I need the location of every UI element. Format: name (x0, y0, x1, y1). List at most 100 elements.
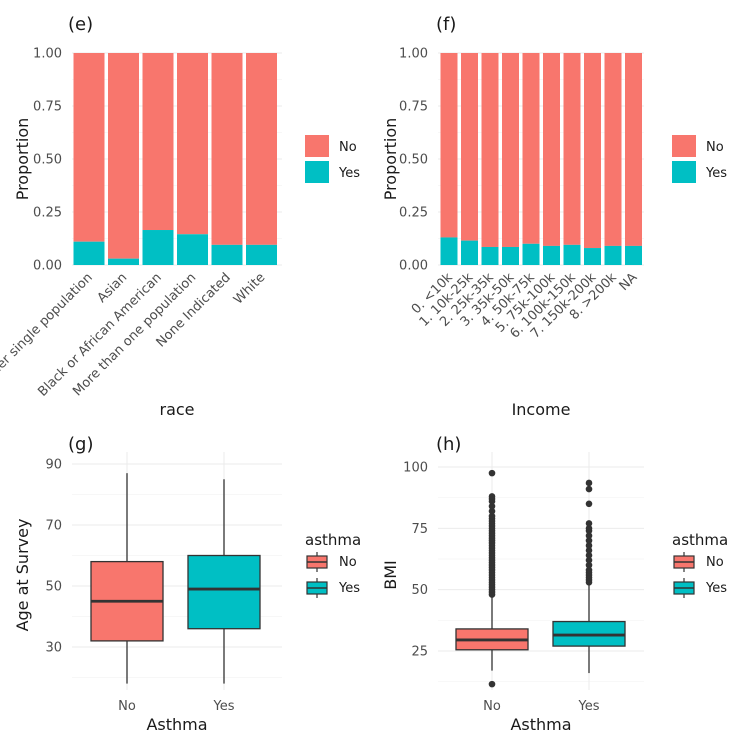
y-tick-labels: 0.00 0.25 0.50 0.75 1.00 (399, 47, 428, 274)
y-tick-label: 100 (403, 461, 428, 476)
bar-segment-no (142, 53, 174, 231)
bar-segment-yes (246, 244, 277, 265)
bar-segment-no (73, 53, 105, 242)
bar-segment-no (461, 53, 478, 241)
outlier-point (585, 566, 593, 574)
x-axis-title: race (159, 400, 194, 419)
outlier-point (585, 500, 593, 508)
legend-key-yes (672, 161, 696, 183)
x-tick-label: White (231, 270, 268, 307)
y-tick-label: 0.00 (33, 259, 62, 274)
x-tick-label: NA (617, 270, 641, 294)
bar-segment-yes (563, 244, 581, 265)
legend-label-yes: Yes (338, 581, 360, 596)
y-tick-label: 0.50 (399, 153, 428, 168)
outlier-point (488, 507, 496, 515)
box-yes (187, 554, 261, 630)
legend: No Yes (305, 135, 360, 183)
outlier-point (585, 537, 593, 544)
outlier-point (585, 525, 593, 532)
x-axis-title: Asthma (510, 715, 571, 734)
panel-tag: (f) (436, 14, 456, 35)
panel-tag: (h) (436, 434, 461, 455)
bar-segment-yes (604, 245, 622, 265)
outlier-point (585, 485, 593, 493)
y-tick-label: 50 (45, 580, 62, 595)
outlier-point (585, 561, 593, 569)
boxes: No Yes (455, 469, 626, 714)
outlier-point (585, 552, 593, 559)
bar-segment-yes (73, 241, 105, 265)
y-axis-title: BMI (381, 560, 400, 590)
legend-label-yes: Yes (705, 166, 727, 181)
y-tick-label: 1.00 (33, 47, 62, 62)
outlier-point (488, 512, 496, 520)
y-tick-label: 50 (411, 583, 428, 598)
y-tick-label: 75 (411, 522, 428, 537)
y-axis-title: Proportion (13, 118, 32, 201)
legend-key-yes (305, 161, 329, 183)
legend-key-no (305, 135, 329, 157)
bar-segment-yes (211, 244, 243, 265)
x-tick-label: Yes (213, 699, 235, 714)
legend-label-yes: Yes (338, 166, 360, 181)
bar-segment-no (522, 53, 540, 244)
chart-panel-h: 25 50 75 100 No Yes (h) BMI Asthma asthma No Yes (381, 434, 728, 734)
bar-segment-yes (502, 246, 519, 265)
outlier-point (488, 493, 496, 500)
legend-title: asthma (672, 531, 728, 549)
bar-segment-yes (543, 245, 560, 265)
y-tick-labels: 0.00 0.25 0.50 0.75 1.00 (33, 47, 62, 274)
y-tick-label: 0.75 (399, 100, 428, 115)
bar-segment-no (246, 53, 277, 245)
panel-tag: (e) (68, 14, 93, 35)
legend-label-no: No (339, 140, 357, 155)
y-tick-label: 0.25 (399, 206, 428, 221)
y-tick-label: 70 (45, 519, 62, 534)
bar-segment-yes (584, 248, 601, 265)
y-tick-label: 0.25 (33, 206, 62, 221)
bar-segment-no (625, 53, 642, 246)
y-tick-labels: 25 50 75 100 (403, 461, 428, 660)
bar-segment-no (604, 53, 622, 246)
legend: asthma No Yes (305, 531, 361, 598)
bar-segment-no (563, 53, 581, 245)
outlier-point (585, 532, 593, 539)
y-tick-label: 0.00 (399, 259, 428, 274)
bar-segment-yes (522, 243, 540, 265)
bar-segment-yes (440, 237, 458, 265)
bar-segment-no (177, 53, 208, 235)
y-tick-label: 90 (45, 458, 62, 473)
bar-segment-yes (177, 234, 208, 265)
bar-segment-no (543, 53, 560, 246)
outlier-point (488, 469, 496, 477)
legend-label-yes: Yes (705, 581, 727, 596)
x-tick-label: No (118, 699, 136, 714)
bar-segment-yes (108, 258, 139, 265)
outlier-point (585, 556, 593, 564)
chart-panel-e: 0.00 0.25 0.50 0.75 1.00 Other single populat… (0, 14, 360, 419)
x-tick-label: No (483, 699, 501, 714)
bar-segment-yes (625, 245, 642, 265)
outlier-point (585, 520, 593, 527)
legend-key-no (672, 135, 696, 157)
legend: No Yes (672, 135, 727, 183)
x-tick-label: Other single population (0, 270, 96, 389)
y-tick-label: 25 (411, 645, 428, 660)
legend-label-no: No (706, 555, 724, 570)
bar-segment-yes (481, 246, 499, 265)
legend: asthma No Yes (672, 531, 728, 598)
outlier-point (488, 680, 496, 688)
legend-title: asthma (305, 531, 361, 549)
boxes: No Yes (90, 473, 261, 714)
x-axis-title: Asthma (146, 715, 207, 734)
y-tick-label: 0.75 (33, 100, 62, 115)
y-tick-labels: 30 50 70 90 (45, 458, 62, 656)
bar-segment-no (502, 53, 519, 247)
bar-segment-yes (461, 240, 478, 265)
outlier-point (585, 479, 593, 487)
legend-label-no: No (706, 140, 724, 155)
